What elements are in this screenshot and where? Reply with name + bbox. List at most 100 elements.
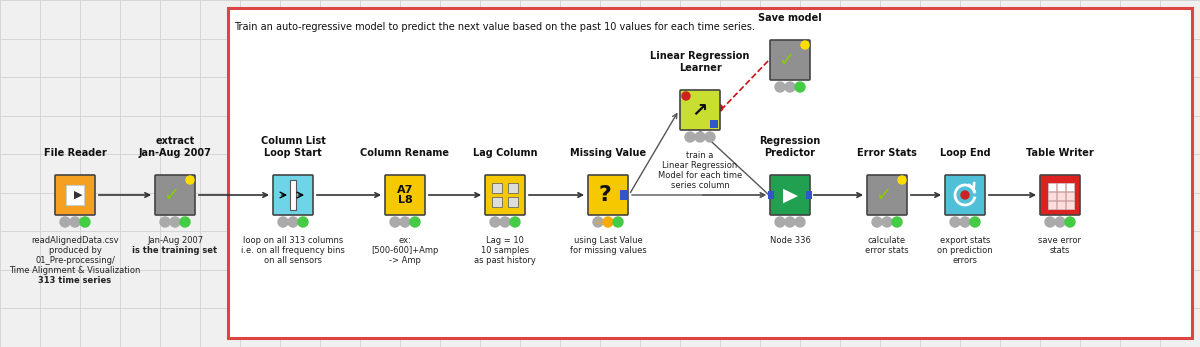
Text: ✓: ✓ <box>163 186 179 204</box>
Circle shape <box>186 176 194 184</box>
Circle shape <box>278 217 288 227</box>
Text: i.e. on all frequency bins: i.e. on all frequency bins <box>241 246 344 255</box>
Text: Save model: Save model <box>758 13 822 23</box>
Text: errors: errors <box>953 256 978 265</box>
Bar <box>1048 201 1056 209</box>
Circle shape <box>775 217 785 227</box>
Bar <box>508 183 518 193</box>
FancyBboxPatch shape <box>155 175 194 215</box>
Circle shape <box>960 217 970 227</box>
FancyBboxPatch shape <box>274 175 313 215</box>
Text: on all sensors: on all sensors <box>264 256 322 265</box>
Text: Node 336: Node 336 <box>769 236 810 245</box>
Text: calculate: calculate <box>868 236 906 245</box>
Text: as past history: as past history <box>474 256 536 265</box>
Text: Column List
Loop Start: Column List Loop Start <box>260 136 325 158</box>
FancyBboxPatch shape <box>770 40 810 80</box>
Text: series column: series column <box>671 181 730 190</box>
Text: ex:: ex: <box>398 236 412 245</box>
Circle shape <box>775 82 785 92</box>
Circle shape <box>613 217 623 227</box>
Text: produced by: produced by <box>48 246 102 255</box>
Text: Column Rename: Column Rename <box>360 148 450 158</box>
Bar <box>492 197 502 207</box>
Circle shape <box>1066 217 1075 227</box>
Circle shape <box>796 217 805 227</box>
Circle shape <box>180 217 190 227</box>
Circle shape <box>685 132 695 142</box>
Text: Regression
Predictor: Regression Predictor <box>760 136 821 158</box>
Circle shape <box>80 217 90 227</box>
Text: Error Stats: Error Stats <box>857 148 917 158</box>
Text: Jan-Aug 2007: Jan-Aug 2007 <box>146 236 203 245</box>
Bar <box>806 191 812 199</box>
Bar <box>1057 183 1066 191</box>
Text: for missing values: for missing values <box>570 246 647 255</box>
Text: on prediction: on prediction <box>937 246 992 255</box>
FancyBboxPatch shape <box>485 175 526 215</box>
Circle shape <box>882 217 892 227</box>
Text: ↗: ↗ <box>692 101 708 119</box>
Bar <box>1048 192 1056 200</box>
Circle shape <box>400 217 410 227</box>
Circle shape <box>160 217 170 227</box>
Text: ✓: ✓ <box>875 186 892 204</box>
Text: save error: save error <box>1038 236 1081 245</box>
Bar <box>1066 201 1074 209</box>
Circle shape <box>706 132 715 142</box>
Text: -> Amp: -> Amp <box>389 256 421 265</box>
Text: ▶: ▶ <box>73 190 83 200</box>
FancyBboxPatch shape <box>680 90 720 130</box>
Circle shape <box>970 217 980 227</box>
Text: 10 samples: 10 samples <box>481 246 529 255</box>
FancyBboxPatch shape <box>588 175 628 215</box>
Circle shape <box>60 217 70 227</box>
Text: Lag Column: Lag Column <box>473 148 538 158</box>
Circle shape <box>892 217 902 227</box>
Circle shape <box>410 217 420 227</box>
Text: Loop End: Loop End <box>940 148 990 158</box>
Text: train a: train a <box>686 151 714 160</box>
Text: ?: ? <box>599 185 612 205</box>
Circle shape <box>796 82 805 92</box>
Bar <box>620 190 628 200</box>
Text: File Reader: File Reader <box>43 148 107 158</box>
Text: 01_Pre-processing/: 01_Pre-processing/ <box>35 256 115 265</box>
Circle shape <box>715 104 722 111</box>
FancyBboxPatch shape <box>66 185 84 205</box>
Circle shape <box>593 217 604 227</box>
Bar <box>1057 201 1066 209</box>
Bar <box>1066 192 1074 200</box>
Text: Table Writer: Table Writer <box>1026 148 1094 158</box>
Text: ▶: ▶ <box>782 186 798 204</box>
Circle shape <box>490 217 500 227</box>
Circle shape <box>500 217 510 227</box>
Text: readAlignedData.csv: readAlignedData.csv <box>31 236 119 245</box>
Circle shape <box>288 217 298 227</box>
Bar <box>290 180 296 210</box>
Text: Missing Value: Missing Value <box>570 148 646 158</box>
Text: 313 time series: 313 time series <box>38 276 112 285</box>
Text: Train an auto-regressive model to predict the next value based on the past 10 va: Train an auto-regressive model to predic… <box>234 22 755 32</box>
Bar <box>492 183 502 193</box>
Text: stats: stats <box>1050 246 1070 255</box>
Circle shape <box>70 217 80 227</box>
Text: Model for each time: Model for each time <box>658 171 742 180</box>
Text: Time Alignment & Visualization: Time Alignment & Visualization <box>10 266 140 275</box>
Text: Lag = 10: Lag = 10 <box>486 236 524 245</box>
Bar <box>508 197 518 207</box>
Text: ✓: ✓ <box>778 51 794 69</box>
Circle shape <box>695 132 706 142</box>
Circle shape <box>785 217 796 227</box>
Bar <box>768 191 774 199</box>
Text: [500-600]+Amp: [500-600]+Amp <box>371 246 439 255</box>
Circle shape <box>802 41 809 49</box>
Text: A7
L8: A7 L8 <box>397 185 413 205</box>
Text: Linear Regression: Linear Regression <box>662 161 738 170</box>
Circle shape <box>604 217 613 227</box>
Circle shape <box>1055 217 1066 227</box>
Text: extract
Jan-Aug 2007: extract Jan-Aug 2007 <box>138 136 211 158</box>
FancyBboxPatch shape <box>385 175 425 215</box>
Circle shape <box>510 217 520 227</box>
Circle shape <box>390 217 400 227</box>
